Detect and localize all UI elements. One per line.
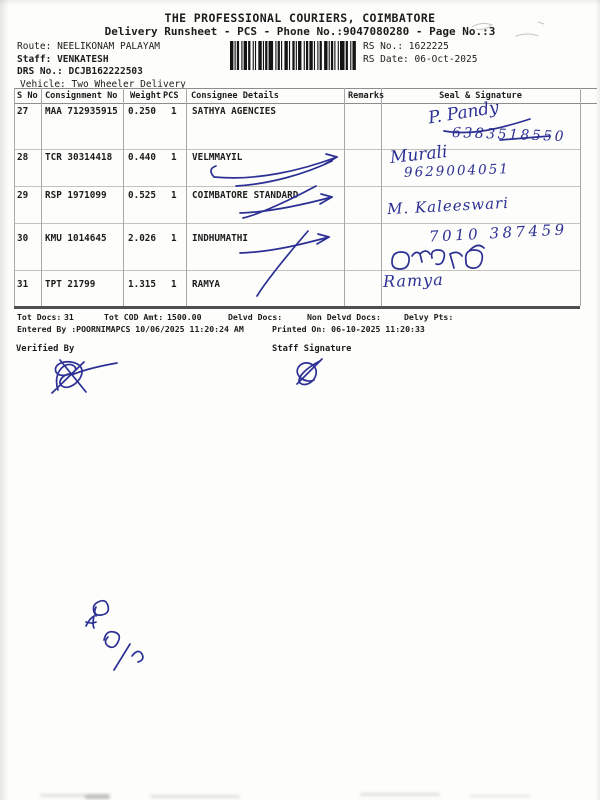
cell-consignment: KMU 1014645 <box>45 233 107 244</box>
cell-consignment: TPT 21799 <box>45 279 96 290</box>
handwritten-signature-row31: Ramya <box>382 269 445 292</box>
cell-weight: 0.525 <box>128 190 156 201</box>
row-divider <box>14 270 581 271</box>
cell-sno: 28 <box>17 152 29 163</box>
table-vline <box>41 88 42 306</box>
cell-weight: 2.026 <box>128 233 156 244</box>
cell-pcs: 1 <box>171 279 177 290</box>
entered-by-line: Entered By :POORNIMAPCS 10/06/2025 11:20… <box>17 324 244 334</box>
scan-smudge <box>40 794 110 797</box>
rs-date-label: RS Date: <box>363 53 409 65</box>
cell-pcs: 1 <box>171 106 177 117</box>
handwritten-signature-row29: M. Kaleeswari <box>386 193 510 219</box>
arrow-row30 <box>239 230 330 297</box>
tamil-signature-scribble <box>391 244 485 270</box>
handwritten-phone-row28: 9629004051 <box>403 161 511 181</box>
tot-cod-label: Tot COD Amt: <box>104 312 164 322</box>
printed-on-line: Printed On: 06-10-2025 11:20:33 <box>272 324 425 334</box>
cell-pcs: 1 <box>171 233 177 244</box>
cell-consignee: INDHUMATHI <box>192 233 248 244</box>
table-vline <box>14 88 15 306</box>
verified-by-label: Verified By <box>16 344 75 354</box>
barcode <box>230 41 356 70</box>
scan-smudge <box>85 795 110 799</box>
rs-date-value: 06-Oct-2025 <box>414 53 478 65</box>
table-header-bottom-line <box>14 103 597 104</box>
cell-sno: 30 <box>17 233 29 244</box>
col-header-seal: Seal & Signature <box>439 91 522 101</box>
rs-no-label: RS No.: <box>363 41 404 52</box>
rs-no-value: 1622225 <box>408 41 449 52</box>
scan-smudge <box>150 795 240 798</box>
corner-note-scribble <box>85 599 144 671</box>
route-value: NEELIKONAM PALAYAM <box>57 41 161 52</box>
cell-sno: 27 <box>17 106 29 117</box>
col-header-consignment: Consignment No <box>45 91 118 101</box>
table-bottom-rule <box>14 306 580 309</box>
cell-consignee: VELMMAYIL <box>192 152 243 163</box>
handwritten-phone-row27: 6383518550 <box>451 125 567 145</box>
table-vline <box>123 88 124 306</box>
route-line: Route: NEELIKONAM PALAYAM <box>17 41 160 52</box>
table-top-line <box>14 88 597 89</box>
staff-signature-scribble <box>296 358 323 386</box>
table-vline <box>580 88 581 306</box>
tot-docs-label: Tot Docs: <box>17 312 62 322</box>
cell-consignee: RAMYA <box>192 279 220 290</box>
non-delvd-docs-label: Non Delvd Docs: <box>307 312 381 322</box>
col-header-remarks: Remarks <box>348 91 385 101</box>
staff-label: Staff: <box>17 53 52 65</box>
cell-weight: 1.315 <box>128 279 156 290</box>
cell-consignment: TCR 30314418 <box>45 152 113 163</box>
col-header-consignee: Consignee Details <box>191 91 279 101</box>
col-header-sno: S No <box>17 91 38 101</box>
rs-no-line: RS No.: 1622225 <box>363 41 449 52</box>
cell-consignee: COIMBATORE STANDARD <box>192 190 299 201</box>
vehicle-line: Vehicle: Two Wheeler Delivery <box>20 79 186 90</box>
row-divider <box>14 223 581 224</box>
staff-line: Staff: VENKATESH <box>17 54 109 65</box>
cell-consignment: MAA 712935915 <box>45 106 118 117</box>
doc-title: THE PROFESSIONAL COURIERS, COIMBATORE <box>164 11 436 25</box>
tot-cod-value: 1500.00 <box>167 312 202 322</box>
drs-value: DCJB162222503 <box>68 66 143 77</box>
drs-line: DRS No.: DCJB162222503 <box>17 66 143 77</box>
cell-weight: 0.440 <box>128 152 156 163</box>
vehicle-label: Vehicle: <box>20 78 66 90</box>
col-header-pcs: PCS <box>163 91 179 101</box>
staff-signature-label: Staff Signature <box>272 344 352 354</box>
cell-pcs: 1 <box>171 152 177 163</box>
cell-consignment: RSP 1971099 <box>45 190 107 201</box>
table-vline <box>381 88 382 306</box>
delvd-docs-label: Delvd Docs: <box>228 312 283 322</box>
delvy-pts-label: Delvy Pts: <box>404 312 454 322</box>
cell-weight: 0.250 <box>128 106 156 117</box>
vehicle-value: Two Wheeler Delivery <box>71 78 186 90</box>
cell-sno: 29 <box>17 190 29 201</box>
row-divider <box>14 149 581 150</box>
verified-by-scribble <box>51 359 118 394</box>
rs-date-line: RS Date: 06-Oct-2025 <box>363 54 477 65</box>
doc-subtitle: Delivery Runsheet - PCS - Phone No.:9047… <box>104 25 496 38</box>
route-label: Route: <box>17 41 52 52</box>
col-header-weight: Weight <box>130 91 162 101</box>
table-vline <box>186 88 187 306</box>
table-vline <box>344 88 345 306</box>
scan-edge-right <box>595 0 600 800</box>
cell-pcs: 1 <box>171 190 177 201</box>
scan-edge-left <box>0 0 9 800</box>
tot-docs-value: 31 <box>64 312 74 322</box>
cell-consignee: SATHYA AGENCIES <box>192 106 276 117</box>
row-divider <box>14 186 581 187</box>
staff-value: VENKATESH <box>57 53 109 65</box>
scan-edge-top <box>0 0 600 6</box>
drs-label: DRS No.: <box>17 66 63 77</box>
cell-sno: 31 <box>17 279 29 290</box>
handwritten-phone-row30: 7010 387459 <box>428 220 569 246</box>
scan-smudge <box>470 795 530 797</box>
scan-smudge <box>360 793 440 796</box>
